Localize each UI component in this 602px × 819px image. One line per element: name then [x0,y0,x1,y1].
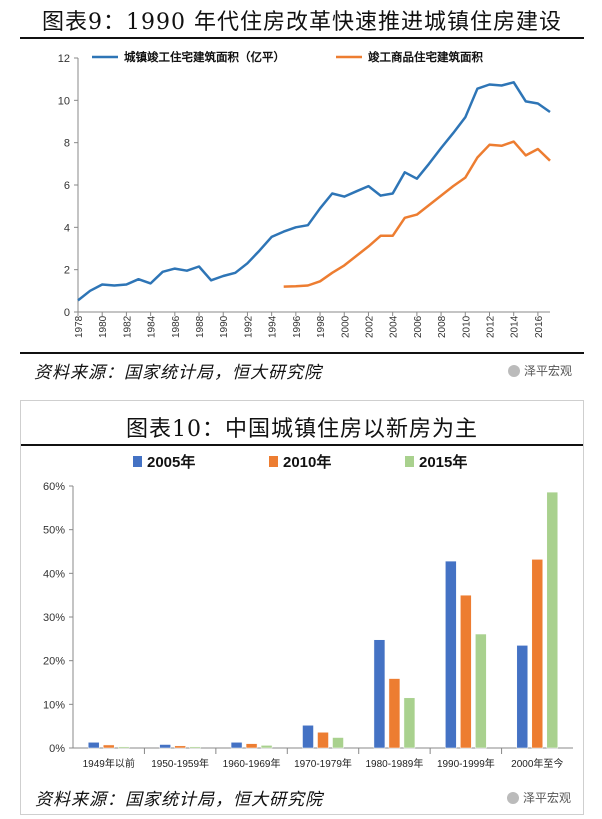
x-tick-label: 2008 [437,315,448,338]
y-tick-label: 20% [43,656,65,668]
bar-3 [475,633,487,749]
x-tick-label: 2000年至今 [511,757,563,770]
bar-2 [388,678,401,749]
x-tick-label: 1980 [98,315,109,338]
y-tick-label: 30% [43,612,65,624]
series-line-1 [77,81,551,302]
legend-swatch-2 [269,456,278,467]
legend-label-2: 2010年 [283,453,331,471]
bar-2 [102,744,115,749]
source-note: 资料来源：国家统计局，恒大研究院 [34,363,322,383]
y-tick-label: 10% [43,699,65,711]
line-chart: 0 2 4 6 8 10 12 1978 1980 1982 1984 1986 1988 1990 199… [58,50,551,338]
bar-3 [189,746,201,749]
bar-1 [516,645,529,749]
bar-1 [159,744,171,749]
bar-2 [460,594,472,749]
x-tick-label: 1990-1999年 [437,757,495,770]
bar-3 [260,745,273,749]
x-tick-label: 1988 [195,315,206,338]
chart-title: 图表10：中国城镇住房以新房为主 [126,417,478,442]
x-tick-label: 1982 [122,315,133,338]
bar-2 [531,559,544,749]
watermark-text: 泽平宏观 [522,791,571,805]
x-tick-label: 2010 [461,315,472,338]
wechat-icon [507,365,520,377]
watermark: 泽平宏观 [507,362,572,379]
y-tick-label: 0% [49,743,65,755]
y-tick-label: 2 [64,265,70,277]
bar-3 [332,737,344,749]
x-tick-label: 2002 [364,315,375,338]
x-tick-label: 1950-1959年 [151,757,209,770]
x-tick-label: 1996 [292,315,303,338]
x-tick-label: 2016 [534,315,545,338]
bar-3 [546,491,559,749]
bar-chart: 0% 10% 20% 30% 40% 50% 60% 1949年以前 1950-1959年 196… [43,453,573,770]
bar-1 [230,742,243,749]
y-tick-label: 8 [64,138,70,150]
bar-1 [302,725,314,749]
source-rule [20,352,584,354]
x-tick-label: 1960-1969年 [223,757,281,770]
bar-2 [174,745,186,749]
source-note: 资料来源：国家统计局，恒大研究院 [35,790,323,810]
y-tick-label: 6 [64,180,70,192]
title-rule [20,37,584,39]
legend-label-2: 竣工商品住宅建筑面积 [368,50,483,64]
x-tick-label: 2006 [413,315,424,338]
bar-3 [403,697,416,749]
y-tick-label: 60% [43,481,65,493]
x-tick-label: 1949年以前 [83,757,135,770]
bar-1 [373,639,386,749]
x-tick-label: 1986 [171,315,182,338]
legend-swatch-1 [133,456,142,467]
x-tick-label: 1980-1989年 [366,757,424,770]
x-tick-label: 1970-1979年 [294,757,352,770]
series-line-2 [283,140,551,288]
y-tick-label: 0 [64,307,70,319]
legend-label-1: 城镇竣工住宅建筑面积（亿平） [124,50,285,64]
x-tick-label: 2012 [485,315,496,338]
x-tick-label: 1994 [268,315,279,338]
wechat-icon [506,792,519,804]
y-tick-label: 10 [58,95,70,107]
x-tick-label: 2004 [389,315,400,338]
bar-3 [117,746,130,749]
x-tick-label: 1998 [316,315,327,338]
x-tick-label: 2000 [340,315,351,338]
chart-panel-housing-construction: 图表9：1990 年代住房改革快速推进城镇住房建设 0 2 4 6 8 10 12 1978 1… [20,0,584,388]
legend-label-1: 2005年 [147,453,195,471]
legend-swatch-3 [405,456,414,467]
bar-2 [245,743,258,749]
watermark: 泽平宏观 [506,789,571,806]
y-tick-label: 50% [43,525,65,537]
y-tick-label: 12 [58,53,70,65]
x-tick-label: 2014 [510,315,521,338]
legend-label-3: 2015年 [419,453,467,471]
bar-1 [445,560,457,749]
y-tick-label: 40% [43,568,65,580]
watermark-text: 泽平宏观 [523,364,572,378]
chart-title: 图表9：1990 年代住房改革快速推进城镇住房建设 [42,10,562,35]
y-tick-label: 4 [64,222,70,234]
x-tick-label: 1984 [147,315,158,338]
x-tick-label: 1992 [243,315,254,338]
x-tick-label: 1990 [219,315,230,338]
bar-2 [317,732,329,749]
chart-panel-housing-age: 图表10：中国城镇住房以新房为主 0% 10% 20% 30% 40% 50% 60% 194… [20,400,584,815]
x-tick-label: 1978 [74,315,85,338]
title-rule [21,444,583,446]
bar-1 [87,742,100,749]
